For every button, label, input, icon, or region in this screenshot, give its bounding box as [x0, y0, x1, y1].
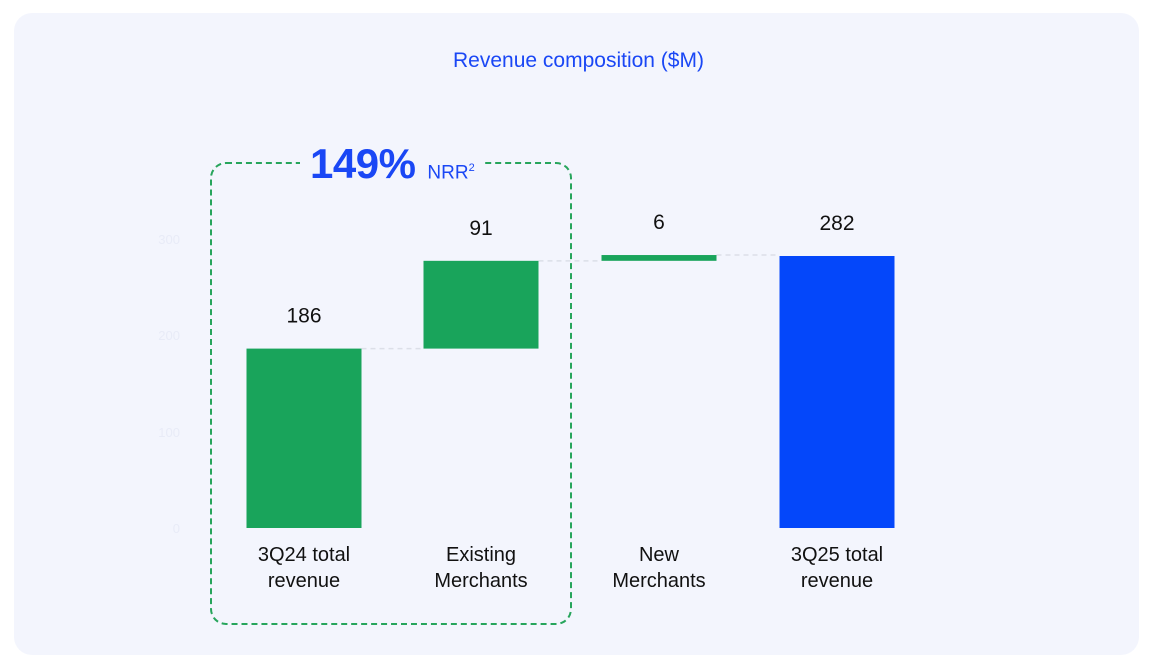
nrr-annotation: 149% NRR2	[300, 140, 485, 188]
bar-1	[246, 348, 362, 528]
category-label: 3Q24 total	[258, 544, 350, 566]
nrr-percent: 149%	[310, 140, 416, 187]
category-label: revenue	[801, 570, 873, 592]
bar-4	[779, 256, 895, 528]
data-label: 6	[653, 211, 665, 234]
nrr-text: NRR2	[427, 162, 474, 184]
chart-title: Revenue composition ($M)	[453, 49, 704, 72]
bar-2	[423, 260, 539, 349]
y-tick-label: 100	[158, 424, 180, 440]
nrr-label: NRR	[427, 162, 469, 183]
category-label: revenue	[268, 570, 340, 592]
y-tick-label: 200	[158, 328, 180, 344]
category-label: Merchants	[434, 570, 527, 592]
data-label: 282	[819, 212, 854, 235]
category-label: Merchants	[612, 570, 705, 592]
y-tick-label: 0	[172, 521, 180, 536]
category-label: Existing	[446, 544, 516, 566]
data-label: 91	[469, 217, 492, 240]
category-label: 3Q25 total	[791, 544, 883, 566]
chart-card	[14, 13, 1139, 655]
category-label: New	[639, 544, 680, 566]
bar-3	[601, 255, 717, 261]
y-tick-label: 300	[158, 231, 180, 247]
data-label: 186	[286, 305, 321, 328]
nrr-footnote: 2	[468, 161, 475, 174]
